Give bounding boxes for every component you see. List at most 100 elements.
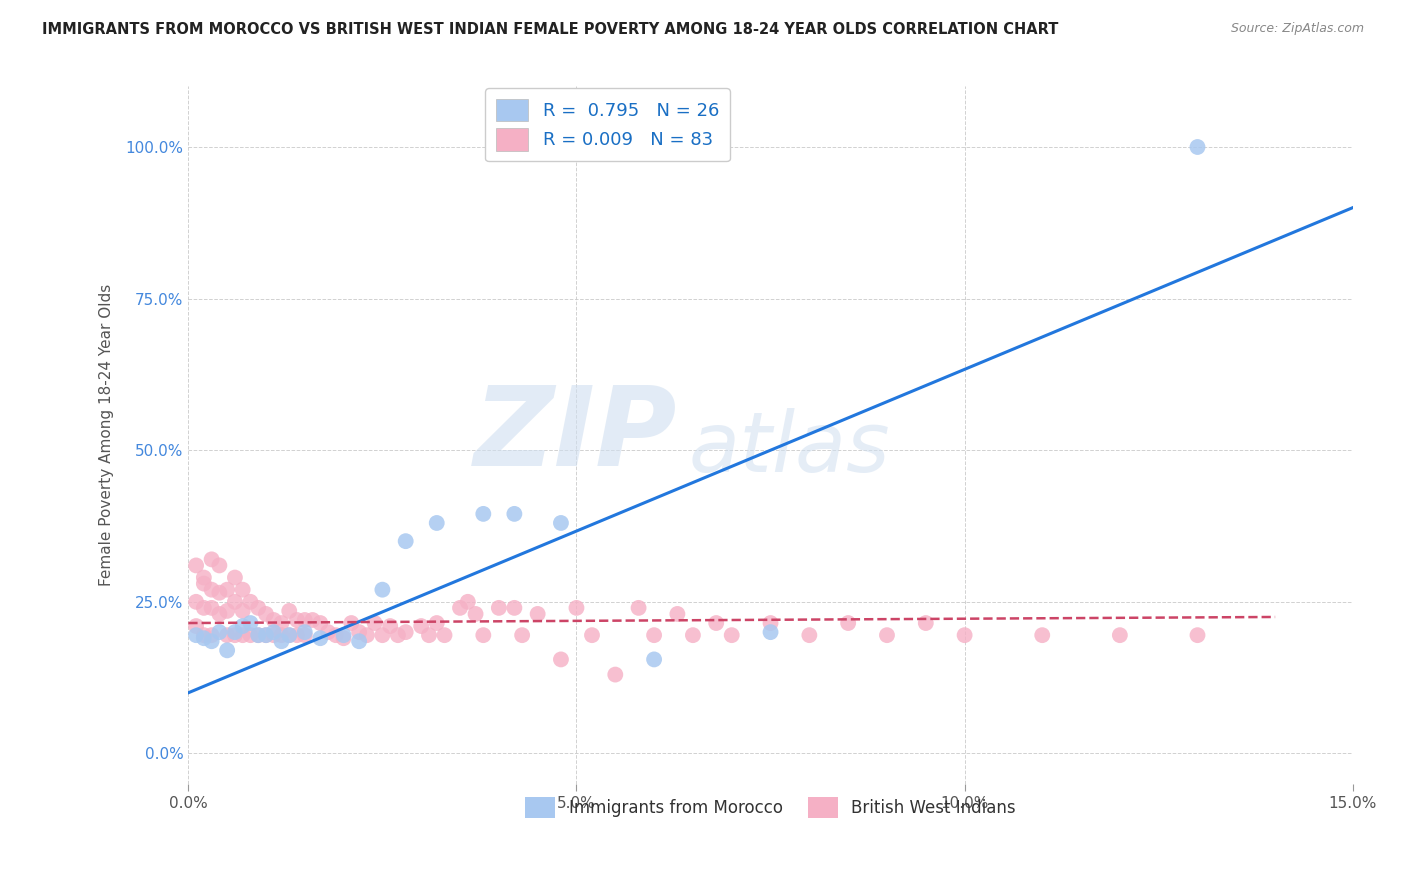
Point [503, 600, 526, 615]
Point [682, 628, 704, 642]
Point [294, 625, 316, 640]
Point [217, 604, 239, 618]
Point [208, 607, 231, 621]
Point [232, 619, 254, 633]
Point [254, 607, 277, 621]
Text: IMMIGRANTS FROM MOROCCO VS BRITISH WEST INDIAN FEMALE POVERTY AMONG 18-24 YEAR O: IMMIGRANTS FROM MOROCCO VS BRITISH WEST … [42, 22, 1059, 37]
Point [426, 615, 449, 630]
Point [565, 600, 588, 615]
Point [217, 628, 239, 642]
Point [643, 628, 665, 642]
Point [217, 643, 239, 657]
Point [371, 582, 394, 597]
Point [426, 516, 449, 530]
Point [263, 625, 285, 640]
Point [232, 582, 254, 597]
Point [550, 516, 572, 530]
Point [433, 628, 456, 642]
Point [208, 585, 231, 599]
Point [224, 628, 246, 642]
Point [876, 628, 898, 642]
Point [387, 628, 409, 642]
Point [239, 595, 262, 609]
Point [464, 607, 486, 621]
Point [526, 607, 548, 621]
Point [340, 615, 363, 630]
Point [666, 607, 689, 621]
Point [254, 628, 277, 642]
Point [247, 628, 270, 642]
Point [581, 628, 603, 642]
Point [278, 628, 301, 642]
Point [371, 628, 394, 642]
Point [201, 600, 224, 615]
Point [263, 613, 285, 627]
Y-axis label: Female Poverty Among 18-24 Year Olds: Female Poverty Among 18-24 Year Olds [100, 284, 114, 586]
Legend: Immigrants from Morocco, British West Indians: Immigrants from Morocco, British West In… [519, 790, 1022, 824]
Point [837, 615, 859, 630]
Point [193, 628, 215, 642]
Point [278, 628, 301, 642]
Point [184, 619, 207, 633]
Point [503, 507, 526, 521]
Point [332, 631, 354, 645]
Point [550, 652, 572, 666]
Point [380, 619, 402, 633]
Point [278, 604, 301, 618]
Point [759, 615, 782, 630]
Point [395, 625, 418, 640]
Point [184, 628, 207, 642]
Point [239, 615, 262, 630]
Point [270, 628, 292, 642]
Point [263, 628, 285, 642]
Point [193, 570, 215, 584]
Point [472, 628, 495, 642]
Point [301, 613, 323, 627]
Point [247, 628, 270, 642]
Point [217, 582, 239, 597]
Point [325, 628, 347, 642]
Point [201, 582, 224, 597]
Point [472, 507, 495, 521]
Point [449, 600, 471, 615]
Point [208, 558, 231, 573]
Point [799, 628, 821, 642]
Point [247, 600, 270, 615]
Point [193, 631, 215, 645]
Point [270, 634, 292, 648]
Point [418, 628, 440, 642]
Point [224, 625, 246, 640]
Point [720, 628, 742, 642]
Point [224, 595, 246, 609]
Point [395, 534, 418, 549]
Point [309, 631, 332, 645]
Point [201, 628, 224, 642]
Point [914, 615, 936, 630]
Point [347, 634, 370, 648]
Point [232, 628, 254, 642]
Point [953, 628, 976, 642]
Point [239, 628, 262, 642]
Point [309, 615, 332, 630]
Point [201, 552, 224, 566]
Point [184, 558, 207, 573]
Point [201, 634, 224, 648]
Point [356, 628, 378, 642]
Point [332, 628, 354, 642]
Point [488, 600, 510, 615]
Point [347, 625, 370, 640]
Point [627, 600, 650, 615]
Point [208, 625, 231, 640]
Point [316, 625, 339, 640]
Point [759, 625, 782, 640]
Point [363, 615, 385, 630]
Point [193, 576, 215, 591]
Text: ZIP: ZIP [474, 382, 678, 489]
Point [224, 570, 246, 584]
Point [411, 619, 433, 633]
Point [294, 613, 316, 627]
Point [704, 615, 727, 630]
Point [270, 615, 292, 630]
Point [605, 667, 627, 681]
Point [294, 628, 316, 642]
